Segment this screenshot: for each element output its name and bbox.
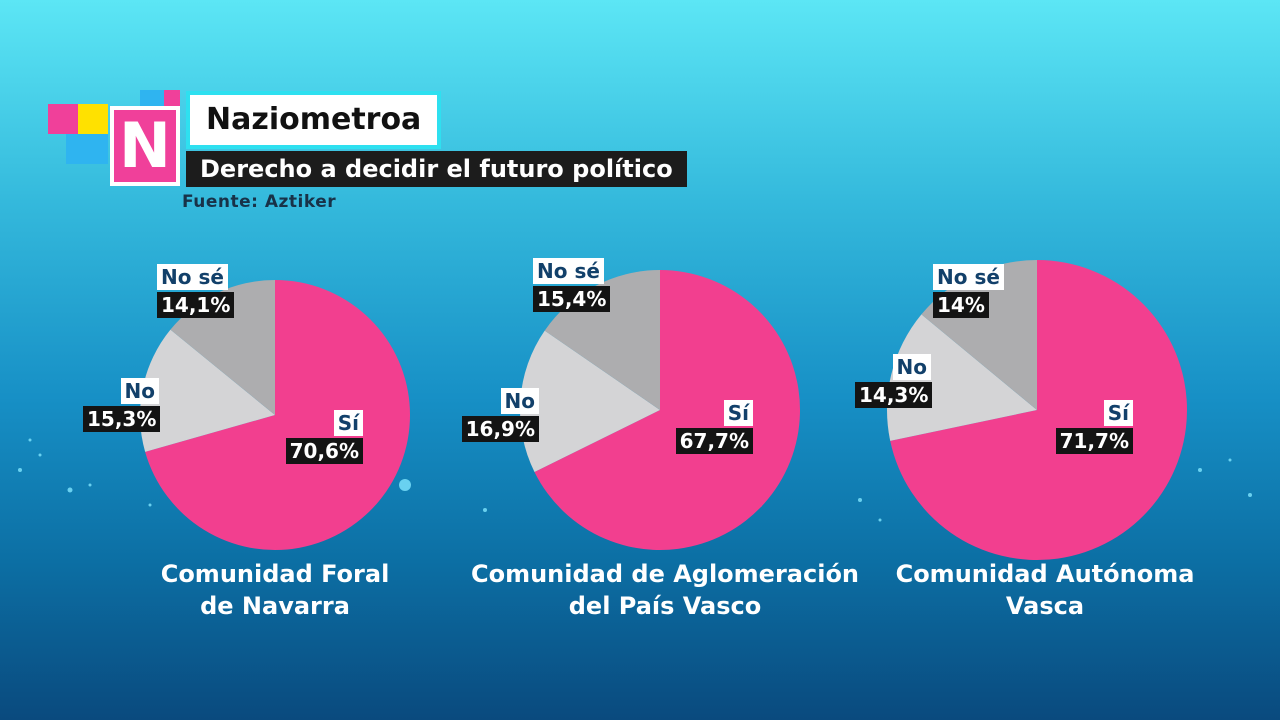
- label-value: 16,9%: [461, 416, 539, 442]
- label-si: Sí 67,7%: [675, 400, 753, 454]
- sparkle-dot: [399, 479, 411, 491]
- slice-si: [145, 280, 411, 550]
- logo-square-yellow: [78, 104, 108, 134]
- slice-no: [140, 329, 275, 452]
- title-box: Naziometroa: [186, 91, 442, 149]
- page-title: Naziometroa: [190, 95, 438, 145]
- label-si: Sí 71,7%: [1055, 400, 1133, 454]
- sparkle-dot: [483, 508, 487, 512]
- label-nose: No sé 14,1%: [157, 264, 235, 318]
- caption-line: Comunidad Autónoma: [895, 560, 1195, 588]
- source-note: Fuente: Aztiker: [182, 192, 337, 212]
- label-name: No sé: [933, 264, 1004, 290]
- caption-line: de Navarra: [200, 592, 350, 620]
- logo-letter: N: [110, 106, 180, 186]
- sparkle-dot: [1248, 493, 1252, 497]
- label-value: 67,7%: [675, 428, 753, 454]
- label-no: No 14,3%: [855, 354, 933, 408]
- slice-no: [887, 314, 1037, 441]
- logo-square-pink: [48, 104, 78, 134]
- label-nose: No sé 14%: [933, 264, 1004, 318]
- label-no: No 15,3%: [83, 378, 161, 432]
- sparkle-dot: [148, 503, 152, 507]
- sparkle-dot: [1198, 468, 1202, 472]
- label-name: No: [120, 378, 159, 404]
- label-name: Sí: [1103, 400, 1133, 426]
- label-no: No 16,9%: [459, 388, 539, 442]
- logo-square-blue: [66, 134, 108, 164]
- label-value: 15,3%: [83, 406, 161, 432]
- label-si: Sí 70,6%: [285, 410, 363, 464]
- label-name: No: [892, 354, 931, 380]
- caption-line: Comunidad Foral: [160, 560, 390, 588]
- label-value: 15,4%: [533, 286, 611, 312]
- sparkle-dot: [28, 438, 32, 442]
- sparkle-dot: [18, 468, 22, 472]
- caption-line: Vasca: [1005, 592, 1085, 620]
- label-value: 14%: [933, 292, 989, 318]
- chart-caption: Comunidad Autónoma Vasca: [835, 558, 1255, 622]
- label-value: 14,1%: [157, 292, 235, 318]
- label-name: No sé: [533, 258, 604, 284]
- label-name: No: [500, 388, 539, 414]
- sparkle-dot: [1228, 458, 1232, 462]
- caption-line: del País Vasco: [568, 592, 762, 620]
- page-subtitle: Derecho a decidir el futuro político: [186, 151, 687, 187]
- label-nose: No sé 15,4%: [533, 258, 611, 312]
- pie-chart-cav: No sé 14% No 14,3% Sí 71,7% Comunidad Au…: [855, 250, 1215, 650]
- sparkle-dot: [67, 487, 73, 493]
- pie-svg: [887, 260, 1187, 560]
- caption-line: Comunidad de Aglomeración: [470, 560, 860, 588]
- slice-si: [534, 270, 800, 550]
- chart-caption: Comunidad de Aglomeración del País Vasco: [455, 558, 875, 622]
- sparkle-dot: [38, 453, 42, 457]
- label-name: Sí: [723, 400, 753, 426]
- chart-caption: Comunidad Foral de Navarra: [65, 558, 485, 622]
- sparkle-dot: [88, 483, 92, 487]
- label-name: Sí: [333, 410, 363, 436]
- naziometroa-logo: N: [48, 88, 188, 198]
- label-value: 71,7%: [1055, 428, 1133, 454]
- pie-chart-navarra: No sé 14,1% No 15,3% Sí 70,6% Comunidad …: [83, 250, 445, 650]
- label-name: No sé: [157, 264, 228, 290]
- pie-chart-pais-vasco: No sé 15,4% No 16,9% Sí 67,7% Comunidad …: [461, 250, 859, 650]
- slice-si: [890, 260, 1187, 560]
- label-value: 14,3%: [855, 382, 933, 408]
- sparkle-dot: [878, 518, 882, 522]
- label-value: 70,6%: [285, 438, 363, 464]
- sparkle-dot: [858, 498, 862, 502]
- slice-no: [520, 330, 660, 472]
- logo-square-pink-top: [164, 90, 180, 108]
- logo-square-blue-top: [140, 90, 166, 108]
